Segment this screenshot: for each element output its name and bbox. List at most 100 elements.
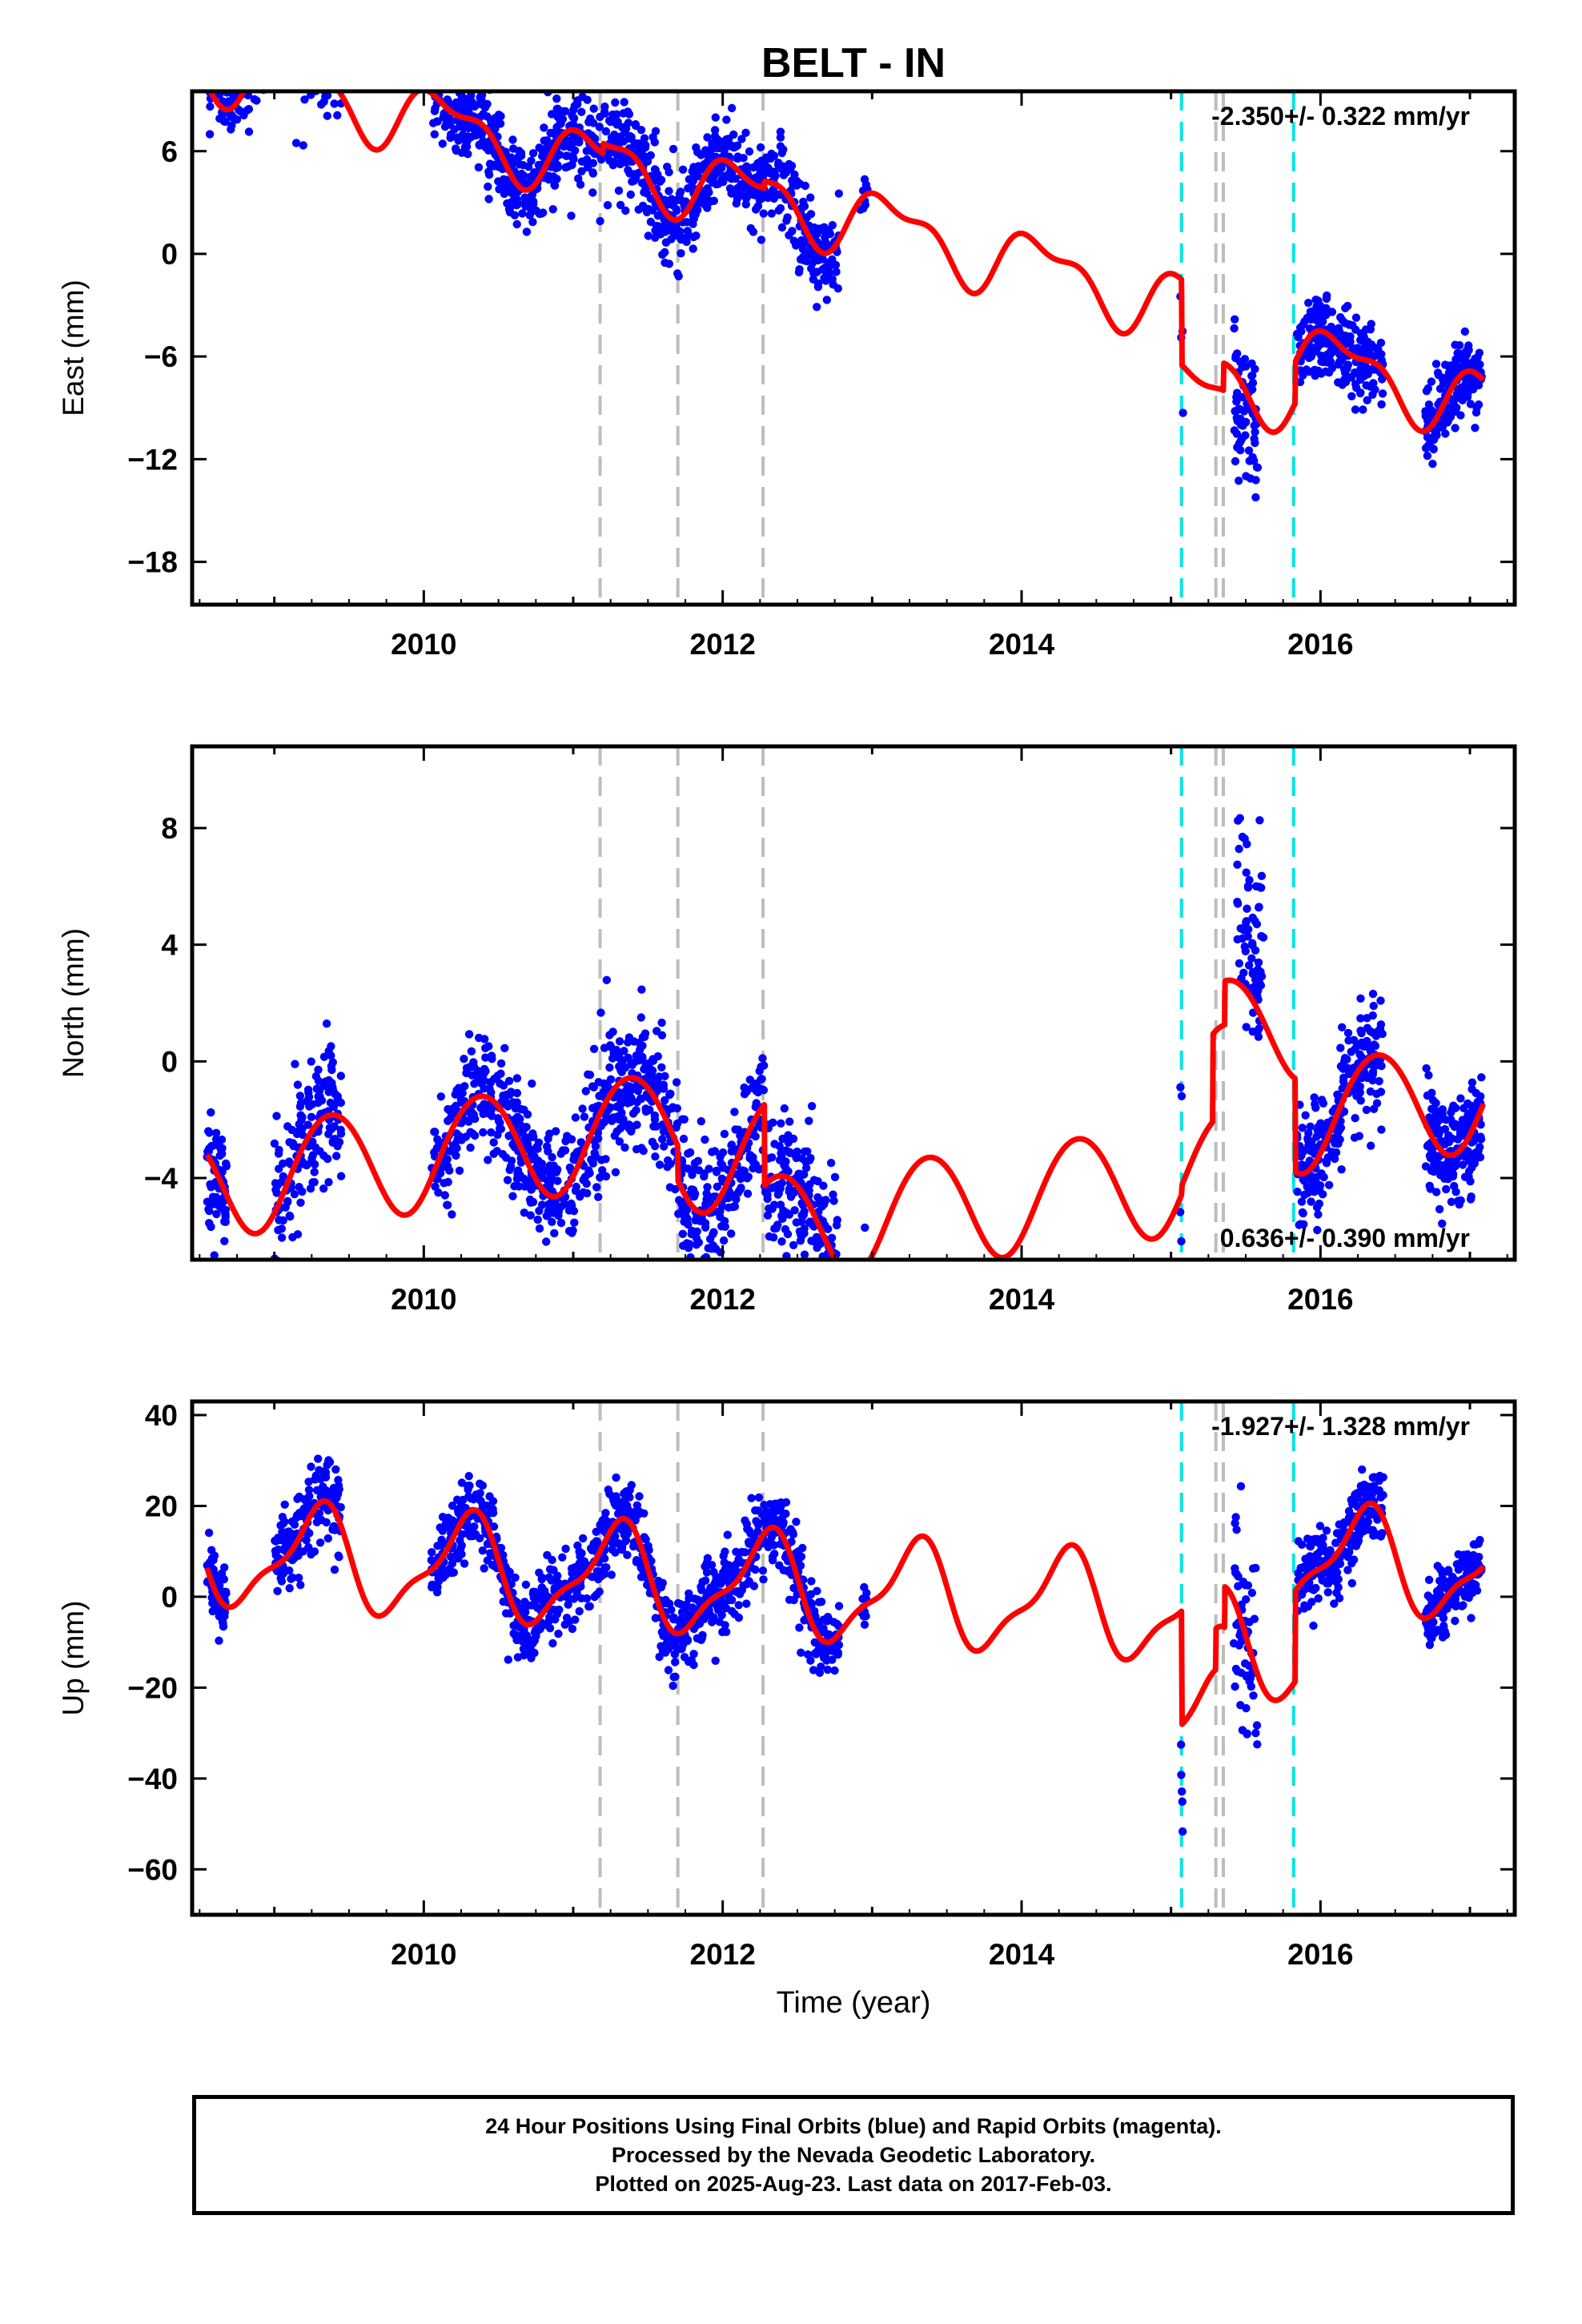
data-point [783,1266,791,1274]
data-point [486,1078,495,1087]
data-point [577,107,586,116]
data-point [1324,1180,1334,1190]
data-point [596,216,604,226]
data-point [508,1192,517,1200]
data-point [484,182,492,191]
data-point [526,1211,535,1220]
data-point [745,1526,753,1535]
data-point [1423,1091,1432,1100]
data-point [245,59,253,67]
data-point [252,38,260,46]
data-point [682,1239,692,1248]
data-point [797,1211,806,1220]
data-point [1449,1101,1458,1110]
data-point [203,44,211,52]
data-point [732,1547,741,1557]
data-point [829,1290,837,1298]
data-point [458,130,468,139]
data-point [273,19,281,27]
data-point [454,1086,463,1095]
data-point [295,34,303,42]
data-point [644,1068,652,1076]
data-point [320,76,328,84]
data-point [662,224,672,233]
data-point [563,151,572,160]
chart-title: BELT - IN [761,40,946,86]
data-point [632,1106,640,1115]
data-point [677,249,685,258]
data-point [280,27,288,35]
data-point [507,188,516,198]
data-point [627,1481,636,1490]
data-point [676,227,685,236]
data-point [526,1198,536,1207]
data-point [480,1084,488,1093]
data-point [209,1555,218,1565]
data-point [1429,1150,1438,1159]
data-point [247,74,255,82]
data-point [448,1519,456,1529]
data-point [710,126,720,135]
data-point [1473,1097,1483,1107]
data-point [322,1019,331,1028]
data-point [540,123,548,132]
data-point [597,1571,606,1581]
data-point [568,1624,577,1634]
data-point [243,64,251,72]
data-point [788,227,797,235]
data-point [1343,1028,1353,1038]
data-point [498,1150,508,1159]
data-point [288,1555,297,1565]
data-point [715,1618,724,1626]
data-point [1451,424,1460,432]
data-point [1257,871,1267,881]
data-point [833,1273,841,1281]
data-point [797,1648,805,1657]
data-point [702,1189,711,1198]
data-point [508,144,518,153]
data-point [489,1138,498,1147]
data-point [778,1520,788,1530]
data-point [314,1513,323,1522]
data-point [336,1098,345,1108]
data-point [480,1076,488,1085]
data-point [577,1594,586,1603]
data-point [589,1083,598,1092]
data-point [814,1598,824,1606]
data-points [203,814,1486,1298]
data-point [292,74,300,82]
data-point [581,1087,590,1096]
data-point [616,159,624,169]
data-point [216,1144,225,1154]
data-point [328,71,336,79]
y-tick-label: −4 [144,1162,179,1195]
data-point [239,51,247,59]
data-point [660,1142,669,1151]
data-point [607,1570,616,1579]
data-point [307,1057,315,1066]
data-point [330,1565,339,1574]
data-point [1233,935,1242,944]
data-point [212,1209,221,1219]
data-point [496,1059,506,1068]
data-point [631,1516,640,1525]
data-point [314,1454,323,1463]
data-point [291,1059,299,1068]
data-point [596,1173,604,1182]
y-tick-label: −12 [127,443,178,476]
data-point [860,175,869,184]
data-point [1427,1104,1436,1114]
data-point [467,1494,476,1503]
data-point [244,18,252,26]
data-point [295,33,303,41]
data-point [457,148,467,157]
data-point [701,1576,710,1585]
data-point [670,1650,679,1659]
data-point [1359,405,1367,414]
data-point [307,50,315,58]
data-point [232,115,242,124]
data-point [796,1230,805,1240]
data-point [588,188,597,197]
data-point [290,27,298,35]
data-point [631,1057,640,1066]
